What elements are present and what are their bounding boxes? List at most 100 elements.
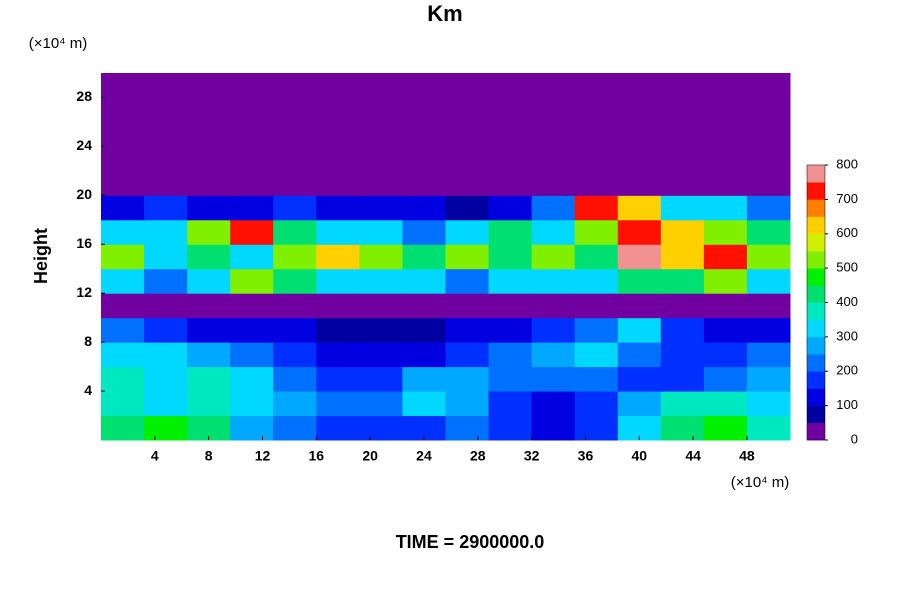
heat-cell xyxy=(445,170,490,196)
colorbar-band xyxy=(807,422,825,441)
colorbar-tick-label: 500 xyxy=(836,260,858,275)
heat-cell xyxy=(230,170,274,196)
heat-cell xyxy=(574,170,619,196)
heat-cell xyxy=(660,170,705,196)
colorbar-tick-label: 700 xyxy=(836,191,858,206)
heat-cell xyxy=(402,219,446,245)
heat-cell xyxy=(746,146,791,172)
heat-cell xyxy=(531,73,576,98)
time-annotation: TIME = 2900000.0 xyxy=(396,532,545,552)
heat-cell xyxy=(273,342,317,368)
colorbar-tick-label: 100 xyxy=(836,397,858,412)
heat-cell xyxy=(531,170,576,196)
heat-cell xyxy=(402,170,446,196)
heat-cell xyxy=(359,293,403,319)
heat-cell xyxy=(230,219,274,245)
heat-cell xyxy=(531,195,576,221)
heat-cell xyxy=(488,342,533,368)
heat-cell xyxy=(617,170,662,196)
heat-cell xyxy=(316,366,360,392)
heat-cell xyxy=(101,391,145,417)
heat-cell xyxy=(488,293,533,319)
heat-cell xyxy=(316,73,360,98)
heat-cell xyxy=(101,293,145,319)
heat-cell xyxy=(445,366,490,392)
heat-cell xyxy=(703,415,748,441)
heat-cell xyxy=(531,97,576,123)
heat-cell xyxy=(574,73,619,98)
heat-cell xyxy=(187,342,231,368)
heat-cell xyxy=(660,146,705,172)
x-tick-label: 44 xyxy=(685,448,701,464)
y-tick-label: 20 xyxy=(76,186,92,202)
heat-cell xyxy=(488,97,533,123)
heat-cell xyxy=(574,244,619,270)
x-tick-label: 4 xyxy=(151,448,159,464)
x-tick-label: 36 xyxy=(578,448,594,464)
heat-cell xyxy=(273,219,317,245)
heat-cell xyxy=(703,391,748,417)
heat-cell xyxy=(488,366,533,392)
heat-cell xyxy=(746,195,791,221)
heat-cell xyxy=(703,293,748,319)
heat-cell xyxy=(144,293,188,319)
heat-cell xyxy=(531,121,576,147)
heat-cell xyxy=(273,244,317,270)
heat-cell xyxy=(402,268,446,294)
heat-cell xyxy=(144,219,188,245)
heat-cell xyxy=(230,366,274,392)
heat-cell xyxy=(187,268,231,294)
colorbar-band xyxy=(807,388,825,406)
heat-cell xyxy=(488,195,533,221)
heat-cell xyxy=(574,342,619,368)
heat-cell xyxy=(746,121,791,147)
heat-cell xyxy=(660,244,705,270)
y-tick-label: 8 xyxy=(84,333,92,349)
heat-cell xyxy=(187,317,231,343)
heat-cell xyxy=(359,391,403,417)
heat-cell xyxy=(230,342,274,368)
heat-cell xyxy=(273,146,317,172)
heat-cell xyxy=(703,244,748,270)
y-tick-label: 16 xyxy=(76,235,92,251)
heat-cell xyxy=(402,195,446,221)
heat-cell xyxy=(445,391,490,417)
heat-cell xyxy=(359,97,403,123)
heat-cell xyxy=(230,317,274,343)
x-tick-label: 28 xyxy=(470,448,486,464)
heat-cell xyxy=(703,73,748,98)
heat-cell xyxy=(574,415,619,441)
heat-cell xyxy=(187,146,231,172)
heat-cell xyxy=(316,195,360,221)
heat-cell xyxy=(574,293,619,319)
heat-cell xyxy=(445,97,490,123)
heat-cell xyxy=(746,366,791,392)
heat-cell xyxy=(531,219,576,245)
heat-cell xyxy=(746,415,791,441)
heat-cell xyxy=(187,293,231,319)
heat-cell xyxy=(273,391,317,417)
x-unit: (×10⁴ m) xyxy=(731,474,790,491)
heat-cell xyxy=(101,146,145,172)
heat-cell xyxy=(660,219,705,245)
heat-cell xyxy=(359,73,403,98)
heat-cell xyxy=(531,391,576,417)
heat-cell xyxy=(617,293,662,319)
heat-cell xyxy=(359,195,403,221)
colorbar-band xyxy=(807,250,825,269)
heat-cell xyxy=(660,317,705,343)
colorbar-band xyxy=(807,233,825,252)
heat-cell xyxy=(402,244,446,270)
heat-cell xyxy=(402,73,446,98)
heat-cell xyxy=(101,244,145,270)
heat-cell xyxy=(402,391,446,417)
heat-cell xyxy=(746,317,791,343)
heat-cell xyxy=(144,366,188,392)
heat-cell xyxy=(617,268,662,294)
heat-cell xyxy=(402,146,446,172)
heat-cell xyxy=(488,317,533,343)
heat-cell xyxy=(359,268,403,294)
heat-cell xyxy=(746,268,791,294)
colorbar-tick-label: 800 xyxy=(836,156,858,171)
